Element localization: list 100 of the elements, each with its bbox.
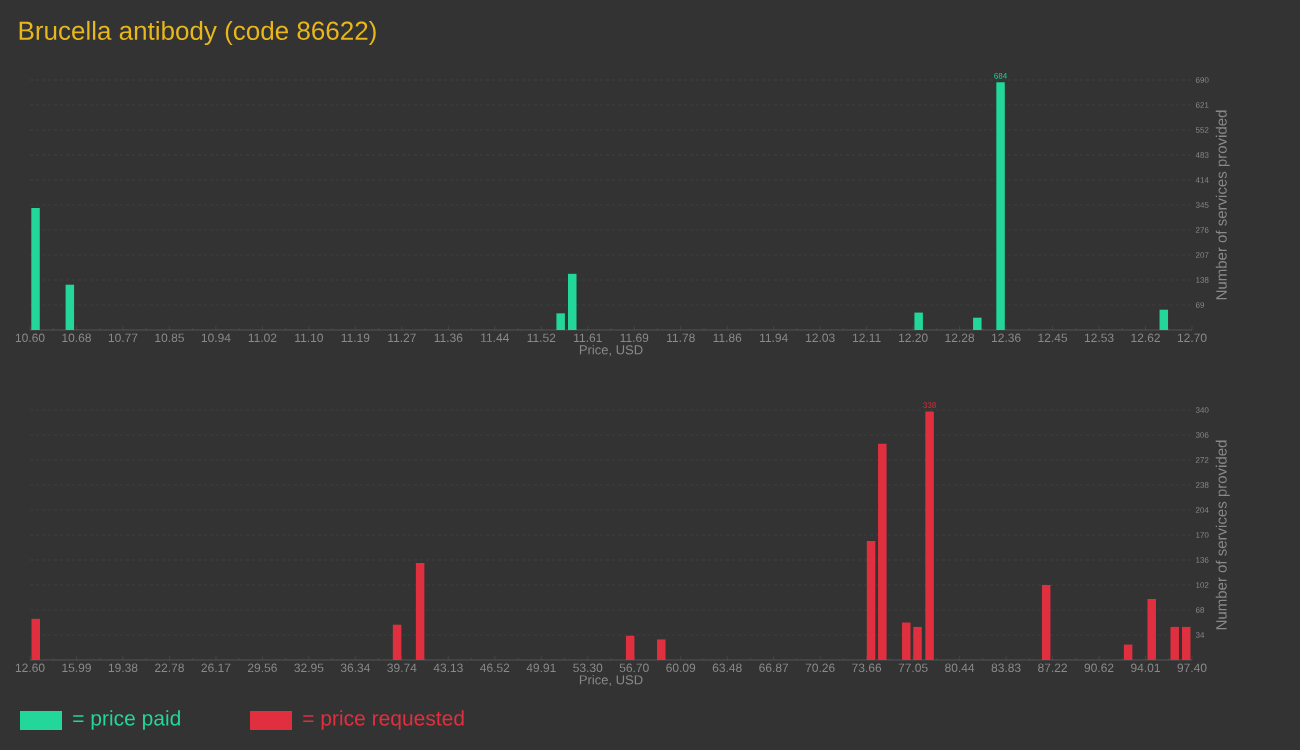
bar	[556, 313, 565, 330]
x-tick-label: 46.52	[480, 663, 510, 673]
x-tick-label: 63.48	[712, 663, 742, 673]
y-tick-label: 136	[1196, 557, 1209, 563]
bar	[878, 443, 887, 660]
y-tick-label: 690	[1195, 77, 1209, 83]
y-tick-label: 204	[1195, 507, 1209, 513]
x-tick-label: 10.60	[15, 333, 45, 343]
x-tick-label: 26.17	[201, 663, 231, 673]
x-tick-label: 11.02	[248, 333, 277, 343]
y-axis-title: Number of services provided	[1215, 110, 1230, 300]
x-tick-label: 10.94	[201, 333, 231, 343]
x-tick-label: 66.87	[759, 663, 789, 673]
legend-label: = price requested	[303, 710, 464, 730]
x-tick-label: 11.36	[434, 333, 463, 343]
y-tick-label: 68	[1195, 607, 1205, 613]
x-tick-label: 60.09	[666, 663, 696, 673]
x-tick-label: 90.62	[1084, 663, 1114, 673]
x-tick-label: 11.61	[574, 333, 602, 343]
x-tick-label: 83.83	[991, 663, 1021, 673]
bar	[866, 540, 876, 660]
x-tick-label: 12.53	[1084, 333, 1114, 343]
bar	[31, 207, 40, 330]
x-tick-label: 11.44	[481, 333, 510, 342]
y-tick-label: 483	[1195, 152, 1209, 158]
bar	[973, 317, 982, 330]
x-axis-title: Price, USD	[579, 674, 643, 686]
x-tick-label: 94.01	[1131, 663, 1160, 673]
y-tick-label: 621	[1195, 102, 1209, 108]
x-tick-label: 70.26	[805, 663, 835, 673]
y-tick-label: 138	[1196, 277, 1209, 283]
y-tick-label: 102	[1196, 582, 1209, 588]
y-tick-label: 69	[1195, 302, 1205, 308]
x-axis-title: Price, USD	[579, 344, 643, 356]
bar	[1159, 309, 1169, 330]
x-tick-label: 11.52	[527, 333, 556, 343]
bar	[1147, 598, 1156, 660]
bar	[914, 312, 923, 330]
bar	[925, 411, 934, 660]
x-tick-label: 43.13	[433, 663, 463, 673]
legend-label: = price paid	[73, 710, 180, 730]
x-tick-label: 12.45	[1038, 333, 1068, 343]
x-tick-label: 10.68	[62, 333, 91, 343]
x-tick-label: 12.03	[806, 333, 835, 343]
x-tick-label: 11.86	[713, 333, 742, 343]
x-tick-label: 29.56	[247, 663, 277, 673]
bar	[65, 284, 75, 330]
data-label: 338	[923, 402, 936, 408]
x-tick-label: 11.10	[295, 333, 323, 343]
x-tick-label: 22.78	[155, 663, 184, 673]
bar	[1041, 585, 1051, 660]
bar	[902, 622, 911, 660]
x-tick-label: 12.28	[945, 333, 975, 343]
y-tick-label: 306	[1195, 432, 1209, 438]
x-tick-label: 73.66	[852, 663, 882, 673]
bar	[625, 635, 635, 660]
bar	[415, 562, 425, 660]
y-tick-label: 414	[1195, 177, 1209, 183]
x-tick-label: 12.20	[899, 333, 928, 343]
data-label: 684	[994, 72, 1007, 79]
x-tick-label: 11.27	[388, 333, 416, 342]
bar	[657, 639, 666, 660]
bar	[913, 626, 922, 660]
x-tick-label: 11.19	[341, 333, 370, 343]
x-tick-label: 49.91	[526, 663, 556, 673]
y-axis-title: Number of services provided	[1215, 440, 1230, 630]
y-tick-label: 34	[1195, 632, 1205, 638]
x-tick-label: 11.78	[667, 333, 695, 343]
y-tick-label: 276	[1195, 227, 1209, 233]
y-tick-label: 170	[1196, 532, 1209, 538]
x-tick-label: 12.11	[852, 333, 881, 342]
bar	[1181, 626, 1191, 660]
bar	[392, 624, 402, 660]
x-tick-label: 56.70	[619, 663, 649, 673]
x-tick-label: 15.99	[62, 663, 91, 673]
x-tick-label: 12.60	[15, 663, 45, 673]
x-tick-label: 19.38	[108, 663, 138, 673]
chart-title: Brucella antibody (code 86622)	[19, 20, 376, 46]
bar	[31, 618, 41, 660]
bar	[1170, 626, 1179, 660]
x-tick-label: 97.40	[1177, 663, 1207, 673]
x-tick-label: 53.30	[573, 663, 603, 673]
y-tick-label: 272	[1195, 457, 1209, 463]
x-tick-label: 39.74	[387, 663, 417, 673]
x-tick-label: 80.44	[945, 663, 975, 673]
x-tick-label: 11.94	[760, 333, 788, 343]
y-tick-label: 552	[1195, 127, 1209, 133]
x-tick-label: 12.70	[1177, 333, 1207, 343]
x-tick-label: 12.36	[991, 333, 1021, 343]
x-tick-label: 32.95	[294, 663, 324, 673]
x-tick-label: 87.22	[1038, 663, 1067, 673]
x-tick-label: 36.34	[340, 663, 371, 673]
y-tick-label: 340	[1195, 407, 1209, 413]
bar	[1123, 644, 1133, 660]
x-tick-label: 12.62	[1131, 333, 1160, 343]
y-tick-label: 345	[1195, 202, 1209, 208]
bar	[996, 82, 1005, 330]
y-tick-label: 238	[1195, 482, 1209, 488]
x-tick-label: 11.69	[620, 333, 649, 343]
x-tick-label: 77.05	[898, 663, 928, 673]
